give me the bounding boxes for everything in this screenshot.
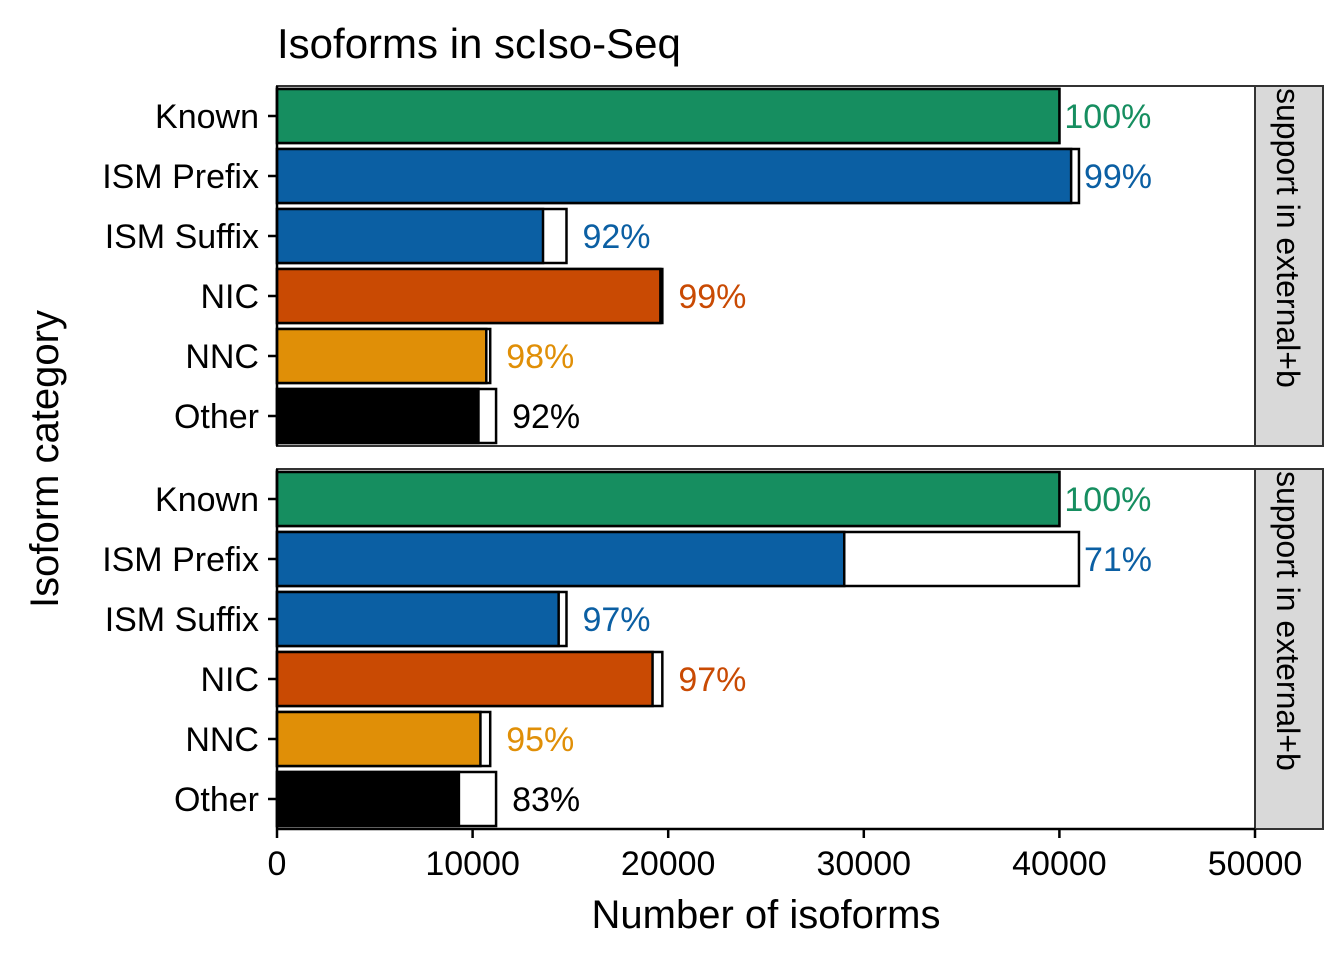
x-tick-label: 40000 [1012,845,1107,883]
x-tick-label: 0 [268,845,287,883]
bar-supported-ism-suffix [275,207,545,265]
bar-supported-other [275,770,461,828]
percent-label: 98% [506,338,574,376]
x-tick-label: 30000 [817,845,912,883]
y-tick-label: ISM Prefix [102,541,259,579]
percent-label: 100% [1064,98,1151,136]
facet-strip-label: support in external+b [1270,471,1306,771]
percent-label: 97% [678,661,746,699]
percent-label: 71% [1084,541,1152,579]
y-tick-label: ISM Suffix [105,601,259,639]
y-tick-label: Known [155,481,259,519]
percent-label: 95% [506,721,574,759]
bar-supported-nic [275,650,654,708]
bar-supported-ism-suffix [275,590,560,648]
percent-label: 99% [678,278,746,316]
y-tick-label: NIC [200,661,259,699]
panels-group: 100% Known 99% ISM Prefix 92% ISM Suffix 99% NI… [102,85,1324,830]
x-tick-label: 50000 [1208,845,1303,883]
y-tick-label: ISM Suffix [105,218,259,256]
percent-label: 99% [1084,158,1152,196]
x-tick-label: 10000 [425,845,520,883]
percent-label: 100% [1064,481,1151,519]
bar-supported-other [275,387,480,445]
facet-strip [1254,85,1324,447]
bar-supported-nnc [275,327,488,385]
y-tick-label: Other [174,781,259,819]
bar-supported-nnc [275,710,482,768]
percent-label: 97% [582,601,650,639]
facet-strip-label: support in external+b [1270,88,1306,388]
bar-supported-known [275,470,1061,528]
facet-strip [1254,468,1324,830]
y-tick-label: NNC [185,338,259,376]
y-tick-label: NIC [200,278,259,316]
percent-label: 92% [512,398,580,436]
bar-supported-nic [275,267,662,325]
percent-label: 92% [582,218,650,256]
panel-1: 100% Known 99% ISM Prefix 92% ISM Suffix 99% NI… [102,85,1324,447]
percent-label: 83% [512,781,580,819]
bar-supported-ism-prefix [275,530,846,588]
y-tick-label: Known [155,98,259,136]
y-tick-label: NNC [185,721,259,759]
bar-supported-known [275,87,1061,145]
y-tick-label: ISM Prefix [102,158,259,196]
y-axis-title: Isoform category [23,310,67,608]
chart-title: Isoforms in scIso-Seq [277,20,681,67]
x-axis: 0 10000 20000 30000 40000 50000 [268,827,1303,883]
bar-supported-ism-prefix [275,147,1073,205]
x-tick-label: 20000 [621,845,716,883]
x-axis-title: Number of isoforms [592,893,941,937]
panel-2: 100% Known 71% ISM Prefix 97% ISM Suffix 97% NI… [102,468,1324,830]
y-tick-label: Other [174,398,259,436]
